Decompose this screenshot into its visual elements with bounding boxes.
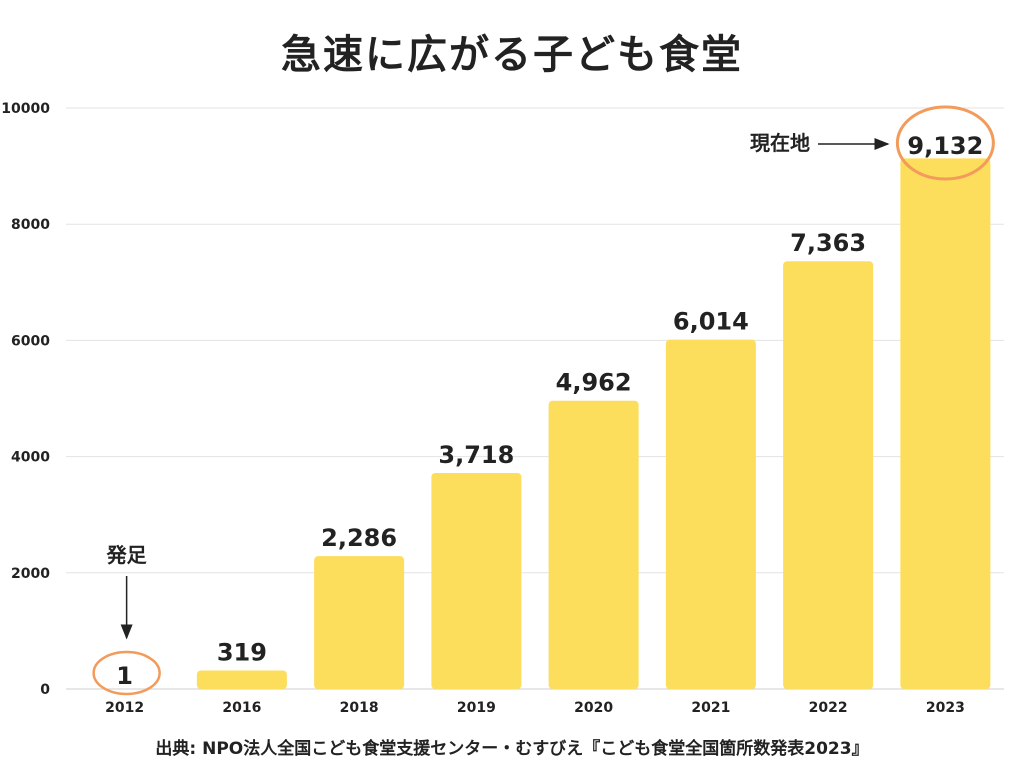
- bar: [665, 339, 756, 689]
- source-citation: 出典: NPO法人全国こども食堂支援センター・むすびえ『こども食堂全国箇所数発表…: [155, 739, 869, 759]
- x-tick-label: 2012: [105, 700, 144, 716]
- y-tick-label: 8000: [11, 217, 50, 233]
- y-tick-label: 0: [40, 682, 50, 698]
- annotation-label: 発足: [106, 543, 148, 567]
- x-tick-label: 2021: [691, 700, 730, 716]
- x-tick-label: 2019: [457, 700, 496, 716]
- x-tick-label: 2022: [809, 700, 848, 716]
- y-tick-label: 10000: [1, 101, 50, 117]
- bar: [548, 400, 639, 689]
- highlight-circle: [92, 650, 161, 696]
- x-tick-label: 2016: [222, 700, 261, 716]
- x-tick-label: 2020: [574, 700, 613, 716]
- y-tick-label: 2000: [11, 566, 50, 582]
- data-label: 9,132: [907, 132, 983, 160]
- data-label: 4,962: [556, 369, 632, 397]
- bar: [196, 670, 287, 689]
- annotation-label: 現在地: [750, 131, 810, 155]
- data-label: 319: [217, 638, 267, 666]
- data-label: 2,286: [321, 524, 397, 552]
- y-tick-label: 4000: [11, 450, 50, 466]
- x-tick-label: 2023: [926, 700, 965, 716]
- chart-title: 急速に広がる子ども食堂: [281, 32, 743, 78]
- bar: [900, 158, 991, 690]
- bar: [314, 556, 405, 689]
- y-tick-label: 6000: [11, 333, 50, 349]
- data-label: 7,363: [790, 229, 866, 257]
- data-label: 6,014: [673, 308, 749, 336]
- highlight-circle: [895, 105, 995, 181]
- data-label: 3,718: [438, 441, 514, 469]
- data-label: 1: [116, 662, 133, 690]
- bar: [431, 472, 522, 689]
- bar: [783, 261, 874, 689]
- x-tick-label: 2018: [340, 700, 379, 716]
